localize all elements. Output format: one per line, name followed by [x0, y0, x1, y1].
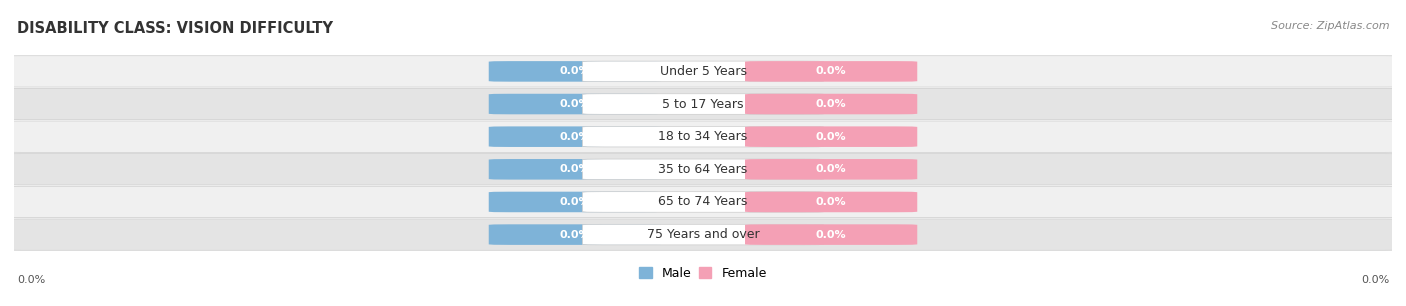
- FancyBboxPatch shape: [489, 94, 661, 114]
- Text: 0.0%: 0.0%: [815, 66, 846, 76]
- Text: 0.0%: 0.0%: [815, 99, 846, 109]
- Text: 0.0%: 0.0%: [560, 99, 591, 109]
- FancyBboxPatch shape: [582, 94, 824, 114]
- Legend: Male, Female: Male, Female: [640, 267, 766, 280]
- Text: 0.0%: 0.0%: [815, 164, 846, 174]
- FancyBboxPatch shape: [582, 61, 824, 82]
- FancyBboxPatch shape: [489, 224, 661, 245]
- FancyBboxPatch shape: [7, 56, 1399, 87]
- FancyBboxPatch shape: [7, 186, 1399, 218]
- FancyBboxPatch shape: [745, 192, 917, 212]
- Text: DISABILITY CLASS: VISION DIFFICULTY: DISABILITY CLASS: VISION DIFFICULTY: [17, 21, 333, 36]
- Text: 0.0%: 0.0%: [560, 66, 591, 76]
- Text: Source: ZipAtlas.com: Source: ZipAtlas.com: [1271, 21, 1389, 32]
- Text: 0.0%: 0.0%: [815, 230, 846, 240]
- Text: 0.0%: 0.0%: [560, 164, 591, 174]
- Text: 0.0%: 0.0%: [17, 275, 45, 285]
- FancyBboxPatch shape: [745, 159, 917, 180]
- FancyBboxPatch shape: [7, 88, 1399, 120]
- FancyBboxPatch shape: [7, 121, 1399, 152]
- Text: 0.0%: 0.0%: [560, 197, 591, 207]
- Text: 0.0%: 0.0%: [815, 197, 846, 207]
- FancyBboxPatch shape: [745, 61, 917, 82]
- Text: 0.0%: 0.0%: [560, 132, 591, 142]
- Text: 0.0%: 0.0%: [560, 230, 591, 240]
- FancyBboxPatch shape: [745, 94, 917, 114]
- FancyBboxPatch shape: [489, 126, 661, 147]
- Text: 0.0%: 0.0%: [1361, 275, 1389, 285]
- FancyBboxPatch shape: [582, 159, 824, 180]
- FancyBboxPatch shape: [745, 224, 917, 245]
- Text: 65 to 74 Years: 65 to 74 Years: [658, 196, 748, 208]
- Text: 35 to 64 Years: 35 to 64 Years: [658, 163, 748, 176]
- FancyBboxPatch shape: [582, 192, 824, 212]
- Text: 0.0%: 0.0%: [815, 132, 846, 142]
- Text: 75 Years and over: 75 Years and over: [647, 228, 759, 241]
- FancyBboxPatch shape: [489, 192, 661, 212]
- FancyBboxPatch shape: [745, 126, 917, 147]
- FancyBboxPatch shape: [582, 126, 824, 147]
- Text: 18 to 34 Years: 18 to 34 Years: [658, 130, 748, 143]
- FancyBboxPatch shape: [582, 224, 824, 245]
- FancyBboxPatch shape: [489, 61, 661, 82]
- FancyBboxPatch shape: [7, 219, 1399, 250]
- FancyBboxPatch shape: [489, 159, 661, 180]
- Text: 5 to 17 Years: 5 to 17 Years: [662, 98, 744, 110]
- FancyBboxPatch shape: [7, 154, 1399, 185]
- Text: Under 5 Years: Under 5 Years: [659, 65, 747, 78]
